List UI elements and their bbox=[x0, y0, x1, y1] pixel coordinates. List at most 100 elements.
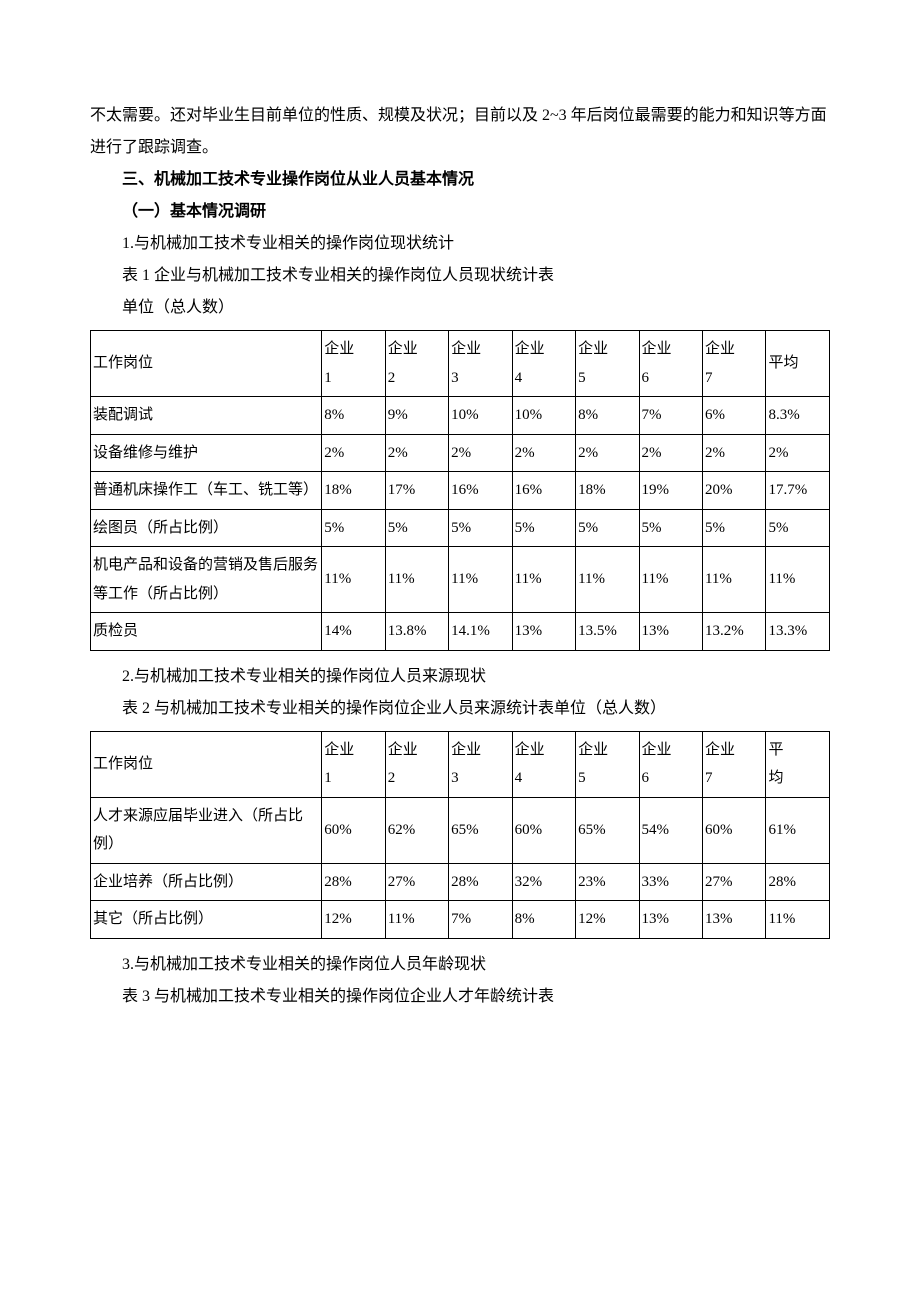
col-header-avg: 平均 bbox=[766, 331, 830, 397]
cell-value: 28% bbox=[322, 863, 385, 901]
unit-label: 单位（总人数） bbox=[90, 292, 830, 324]
cell-value: 2% bbox=[639, 434, 702, 472]
cell-value: 11% bbox=[702, 547, 765, 613]
cell-value: 16% bbox=[512, 472, 575, 510]
cell-value: 2% bbox=[512, 434, 575, 472]
col-header-position: 工作岗位 bbox=[91, 331, 322, 397]
cell-value: 11% bbox=[449, 547, 512, 613]
cell-value: 11% bbox=[512, 547, 575, 613]
cell-value: 62% bbox=[385, 797, 448, 863]
col-header-enterprise: 企业5 bbox=[576, 331, 639, 397]
cell-value: 8% bbox=[322, 397, 385, 435]
cell-value: 32% bbox=[512, 863, 575, 901]
cell-avg: 11% bbox=[766, 901, 830, 939]
cell-value: 33% bbox=[639, 863, 702, 901]
col-header-avg: 平均 bbox=[766, 731, 830, 797]
cell-value: 11% bbox=[385, 547, 448, 613]
cell-avg: 28% bbox=[766, 863, 830, 901]
row-label: 企业培养（所占比例） bbox=[91, 863, 322, 901]
col-header-enterprise: 企业1 bbox=[322, 331, 385, 397]
cell-value: 27% bbox=[702, 863, 765, 901]
cell-value: 18% bbox=[576, 472, 639, 510]
col-header-enterprise: 企业6 bbox=[639, 331, 702, 397]
row-label: 普通机床操作工（车工、铣工等） bbox=[91, 472, 322, 510]
row-label: 设备维修与维护 bbox=[91, 434, 322, 472]
cell-value: 7% bbox=[639, 397, 702, 435]
cell-value: 13% bbox=[639, 901, 702, 939]
cell-value: 6% bbox=[702, 397, 765, 435]
row-label: 人才来源应届毕业进入（所占比例） bbox=[91, 797, 322, 863]
cell-value: 54% bbox=[639, 797, 702, 863]
cell-value: 14.1% bbox=[449, 613, 512, 651]
table-2: 工作岗位企业1企业2企业3企业4企业5企业6企业7平均人才来源应届毕业进入（所占… bbox=[90, 731, 830, 939]
cell-avg: 11% bbox=[766, 547, 830, 613]
cell-avg: 17.7% bbox=[766, 472, 830, 510]
cell-value: 60% bbox=[512, 797, 575, 863]
cell-value: 8% bbox=[576, 397, 639, 435]
cell-value: 18% bbox=[322, 472, 385, 510]
cell-value: 14% bbox=[322, 613, 385, 651]
cell-value: 2% bbox=[385, 434, 448, 472]
cell-value: 8% bbox=[512, 901, 575, 939]
table3-caption: 表 3 与机械加工技术专业相关的操作岗位企业人才年龄统计表 bbox=[90, 981, 830, 1013]
cell-value: 5% bbox=[322, 509, 385, 547]
table1-caption: 表 1 企业与机械加工技术专业相关的操作岗位人员现状统计表 bbox=[90, 260, 830, 292]
cell-value: 2% bbox=[576, 434, 639, 472]
cell-value: 65% bbox=[576, 797, 639, 863]
col-header-enterprise: 企业5 bbox=[576, 731, 639, 797]
section-heading-3: 三、机械加工技术专业操作岗位从业人员基本情况 bbox=[90, 164, 830, 196]
col-header-enterprise: 企业3 bbox=[449, 731, 512, 797]
row-label: 装配调试 bbox=[91, 397, 322, 435]
list-item-2: 2.与机械加工技术专业相关的操作岗位人员来源现状 bbox=[90, 661, 830, 693]
cell-avg: 13.3% bbox=[766, 613, 830, 651]
row-label: 绘图员（所占比例） bbox=[91, 509, 322, 547]
cell-value: 11% bbox=[385, 901, 448, 939]
col-header-enterprise: 企业6 bbox=[639, 731, 702, 797]
cell-value: 7% bbox=[449, 901, 512, 939]
cell-value: 5% bbox=[385, 509, 448, 547]
list-item-1: 1.与机械加工技术专业相关的操作岗位现状统计 bbox=[90, 228, 830, 260]
cell-value: 13% bbox=[702, 901, 765, 939]
col-header-enterprise: 企业2 bbox=[385, 731, 448, 797]
cell-value: 11% bbox=[322, 547, 385, 613]
row-label: 其它（所占比例） bbox=[91, 901, 322, 939]
col-header-enterprise: 企业2 bbox=[385, 331, 448, 397]
cell-value: 60% bbox=[322, 797, 385, 863]
cell-value: 12% bbox=[576, 901, 639, 939]
cell-value: 13.8% bbox=[385, 613, 448, 651]
cell-value: 27% bbox=[385, 863, 448, 901]
col-header-enterprise: 企业1 bbox=[322, 731, 385, 797]
col-header-enterprise: 企业3 bbox=[449, 331, 512, 397]
cell-avg: 5% bbox=[766, 509, 830, 547]
cell-value: 2% bbox=[449, 434, 512, 472]
row-label: 机电产品和设备的营销及售后服务等工作（所占比例） bbox=[91, 547, 322, 613]
cell-value: 2% bbox=[702, 434, 765, 472]
cell-value: 19% bbox=[639, 472, 702, 510]
cell-value: 9% bbox=[385, 397, 448, 435]
cell-value: 5% bbox=[512, 509, 575, 547]
intro-paragraph: 不太需要。还对毕业生目前单位的性质、规模及状况；目前以及 2~3 年后岗位最需要… bbox=[90, 100, 830, 164]
table-1: 工作岗位企业1企业2企业3企业4企业5企业6企业7平均装配调试8%9%10%10… bbox=[90, 330, 830, 651]
col-header-enterprise: 企业7 bbox=[702, 331, 765, 397]
row-label: 质检员 bbox=[91, 613, 322, 651]
cell-value: 10% bbox=[512, 397, 575, 435]
cell-avg: 2% bbox=[766, 434, 830, 472]
cell-avg: 8.3% bbox=[766, 397, 830, 435]
col-header-enterprise: 企业4 bbox=[512, 331, 575, 397]
subsection-heading-1: （一）基本情况调研 bbox=[90, 196, 830, 228]
cell-value: 5% bbox=[449, 509, 512, 547]
cell-value: 23% bbox=[576, 863, 639, 901]
cell-value: 13% bbox=[512, 613, 575, 651]
cell-value: 16% bbox=[449, 472, 512, 510]
cell-value: 13% bbox=[639, 613, 702, 651]
cell-value: 13.5% bbox=[576, 613, 639, 651]
cell-value: 60% bbox=[702, 797, 765, 863]
table2-caption: 表 2 与机械加工技术专业相关的操作岗位企业人员来源统计表单位（总人数） bbox=[90, 693, 830, 725]
cell-value: 28% bbox=[449, 863, 512, 901]
cell-value: 11% bbox=[639, 547, 702, 613]
cell-value: 11% bbox=[576, 547, 639, 613]
cell-value: 12% bbox=[322, 901, 385, 939]
cell-value: 5% bbox=[576, 509, 639, 547]
col-header-enterprise: 企业7 bbox=[702, 731, 765, 797]
cell-value: 13.2% bbox=[702, 613, 765, 651]
